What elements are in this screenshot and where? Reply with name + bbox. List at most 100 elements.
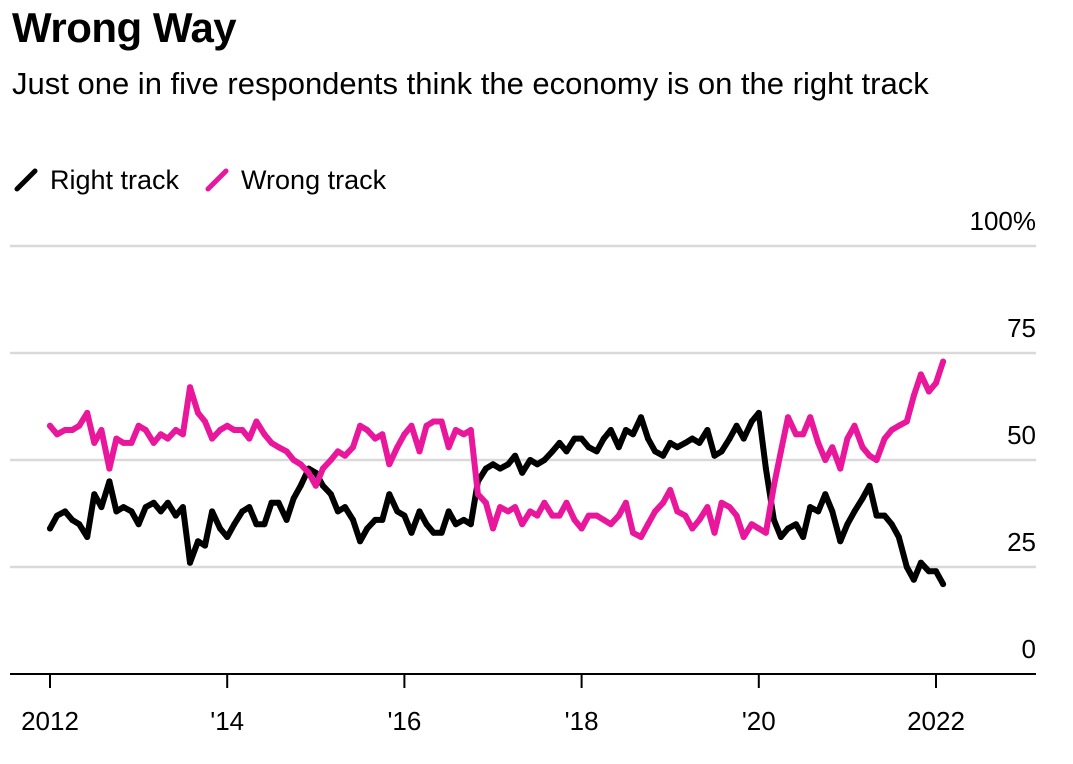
data-point [416,448,423,455]
data-point [312,482,319,489]
data-point [851,508,858,515]
data-point [195,409,201,416]
data-point [98,427,105,433]
data-point [209,435,216,442]
data-point [622,427,629,433]
series-lines [47,358,947,588]
x-tick-label: 2022 [907,706,965,736]
data-point [652,508,659,515]
data-point [785,414,791,421]
data-point [585,444,592,451]
data-point [467,427,474,433]
data-point [718,499,725,506]
data-point [793,431,799,438]
legend: Right track Wrong track [12,162,410,198]
data-point [416,508,423,515]
data-point [135,521,142,528]
data-point [748,418,755,425]
x-tick-label: '18 [565,706,599,736]
data-point [718,448,725,455]
data-point [187,559,193,566]
data-point [527,508,534,515]
x-tick-label: '14 [210,706,244,736]
data-point [630,431,636,438]
data-point [593,448,600,455]
data-point [660,452,667,459]
data-point [334,508,341,515]
data-point [195,538,201,545]
data-point [430,529,437,536]
data-point [903,418,910,425]
data-point [696,439,703,446]
data-point [615,444,622,451]
data-point [638,414,644,421]
data-point [113,435,120,442]
data-point [822,457,829,463]
data-point [807,414,814,421]
data-point [512,504,519,511]
x-axis: 2012 '14 '16 '18 '20 2022 [10,673,1036,736]
data-point [895,422,902,429]
data-point [172,427,179,433]
legend-swatch-wrong-track [205,168,229,192]
data-point [755,409,762,416]
data-point [157,431,164,438]
data-point [268,439,275,446]
data-point [748,521,755,528]
data-point [917,371,924,378]
data-point [106,465,113,472]
data-point [660,499,667,506]
data-point [704,427,711,433]
data-point [438,529,445,536]
data-point [179,504,186,511]
data-point [290,457,297,463]
data-point [895,534,902,540]
x-tick-label: 2012 [21,706,79,736]
legend-item-right-track: Right track [12,165,179,196]
data-point [297,482,304,489]
data-point [142,504,149,511]
data-point [607,427,614,433]
data-point [497,465,504,472]
data-point [859,444,866,451]
data-point [275,499,282,506]
data-point [682,439,689,446]
data-point [283,448,290,455]
data-point [401,431,408,438]
data-point [777,448,784,455]
data-point [350,516,356,523]
data-point [910,576,917,583]
data-point [379,516,386,523]
data-point [91,439,98,446]
data-point [246,504,253,511]
data-point [770,482,777,489]
data-point [246,435,253,442]
data-point [630,529,636,536]
data-point [674,444,681,451]
data-point [541,499,548,506]
y-axis-ticks: 0 25 50 75 100% [970,206,1037,664]
data-point [785,525,791,532]
data-point [261,521,268,528]
data-point [940,358,947,365]
data-point [607,521,614,528]
data-point [423,521,430,528]
data-point [319,482,326,489]
data-point [452,427,459,433]
data-point [933,568,939,575]
data-point [113,508,120,515]
data-point [364,427,371,433]
data-point [342,504,348,511]
data-point [762,465,769,472]
data-point [261,431,268,438]
data-point [209,508,216,515]
data-point [394,508,401,515]
data-point [667,487,674,493]
data-point [881,435,888,442]
data-point [497,504,504,511]
data-point [69,516,76,523]
data-point [91,491,98,498]
data-point [711,529,718,536]
data-point [430,418,437,425]
legend-label-right-track: Right track [50,164,180,195]
